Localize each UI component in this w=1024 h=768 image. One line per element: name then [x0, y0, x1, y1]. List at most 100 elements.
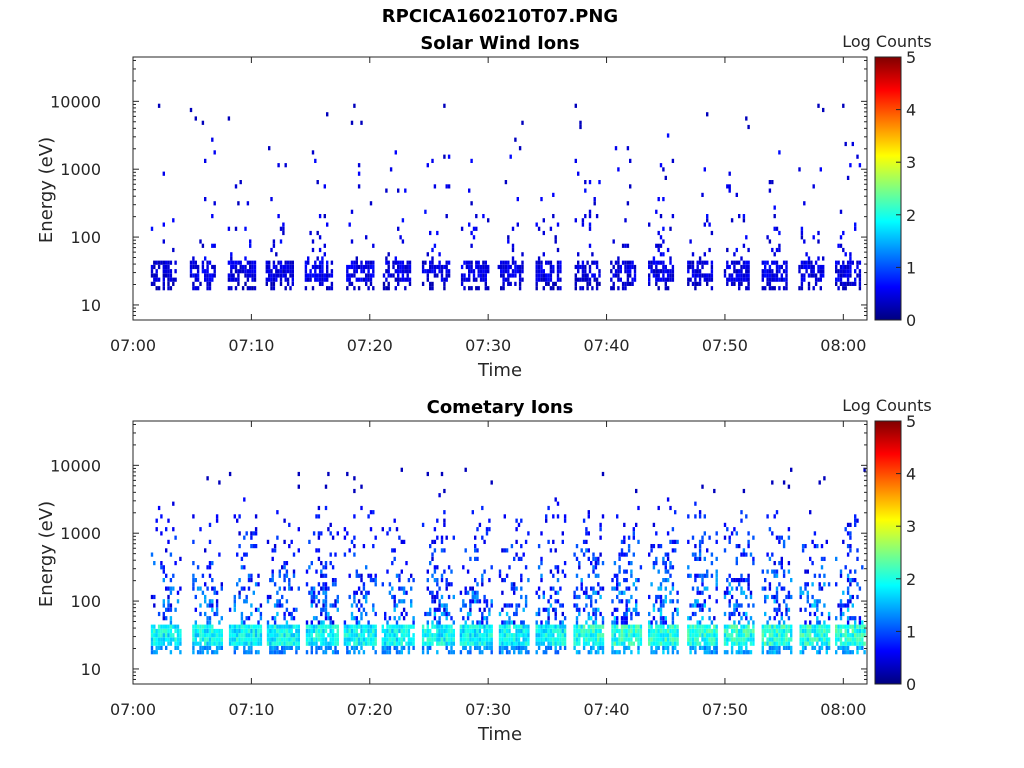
spectrogram-cell [273, 603, 277, 608]
spectrogram-cell [780, 586, 783, 591]
spectrogram-cell [285, 569, 289, 574]
spectrogram-cell [745, 578, 748, 583]
spectrogram-cell [189, 264, 193, 270]
spectrogram-cell [662, 167, 665, 172]
spectrogram-cell [326, 260, 329, 265]
spectrogram-cell [162, 633, 165, 638]
spectrogram-cell [851, 624, 854, 629]
spectrogram-cell [211, 607, 214, 612]
spectrogram-cell [250, 633, 253, 638]
spectrogram-cell [624, 243, 627, 248]
spectrogram-cell [395, 641, 399, 646]
spectrogram-cell [397, 260, 400, 265]
spectrogram-cell [250, 641, 253, 646]
spectrogram-cell [577, 171, 580, 176]
spectrogram-cell [472, 273, 476, 278]
spectrogram-cell [537, 269, 541, 274]
spectrogram-cell [431, 633, 434, 638]
spectrogram-cell [318, 260, 322, 265]
spectrogram-cell [535, 281, 538, 286]
spectrogram-cell [773, 633, 776, 638]
spectrogram-cell [662, 645, 665, 650]
spectrogram-cell [825, 628, 828, 634]
spectrogram-cell [426, 628, 429, 634]
spectrogram-cell [816, 607, 819, 612]
spectrogram-cell [669, 590, 672, 595]
spectrogram-cell [837, 273, 840, 278]
spectrogram-cell [317, 582, 321, 587]
spectrogram-cell [766, 637, 769, 642]
spectrogram-cell [556, 269, 560, 274]
spectrogram-cell [537, 624, 541, 629]
spectrogram-cell [400, 637, 403, 642]
spectrogram-cell [664, 594, 667, 600]
spectrogram-cell [169, 603, 173, 608]
spectrogram-cell [426, 620, 429, 625]
spectrogram-cell [747, 273, 750, 278]
spectrogram-cell [764, 286, 767, 291]
spectrogram-cell [469, 637, 472, 642]
spectrogram-cell [849, 522, 852, 527]
spectrogram-cell [556, 260, 560, 265]
spectrogram-cell [782, 260, 786, 265]
spectrogram-cell [265, 264, 268, 270]
spectrogram-cell [481, 611, 484, 617]
spectrogram-cell [353, 273, 356, 278]
spectrogram-cell [799, 637, 802, 642]
spectrogram-cell [153, 281, 156, 286]
spectrogram-cell [659, 616, 663, 621]
spectrogram-cell [320, 607, 323, 612]
spectrogram-cell [360, 641, 363, 646]
spectrogram-cell [484, 260, 487, 265]
spectrogram-cell [201, 269, 205, 274]
spectrogram-cell [708, 641, 711, 646]
spectrogram-cell [648, 611, 651, 617]
spectrogram-cell [395, 603, 399, 608]
spectrogram-cell [357, 573, 361, 578]
spectrogram-cell [254, 650, 258, 655]
spectrogram-cell [742, 611, 746, 617]
spectrogram-cell [819, 167, 822, 172]
spectrogram-cell [742, 260, 746, 265]
spectrogram-cell [617, 273, 620, 278]
spectrogram-cell [726, 650, 729, 655]
spectrogram-cell [766, 641, 769, 646]
spectrogram-cell [211, 277, 214, 282]
spectrogram-cell [315, 641, 318, 646]
spectrogram-cell [476, 637, 479, 642]
spectrogram-cell [612, 264, 615, 270]
spectrogram-cell [330, 269, 334, 274]
spectrogram-cell [854, 578, 857, 583]
spectrogram-cell [657, 277, 660, 282]
spectrogram-cell [599, 527, 602, 532]
spectrogram-cell [179, 628, 182, 634]
spectrogram-cell [289, 269, 292, 274]
spectrogram-cell [846, 641, 850, 646]
spectrogram-cell [266, 539, 270, 544]
spectrogram-cell [265, 281, 268, 286]
spectrogram-cell [389, 273, 393, 278]
spectrogram-cell [637, 505, 640, 511]
spectrogram-cell [445, 637, 448, 642]
spectrogram-cell [610, 269, 613, 274]
spectrogram-cell [696, 273, 699, 278]
spectrogram-cell [775, 569, 779, 574]
spectrogram-cell [861, 565, 864, 570]
spectrogram-cell [666, 650, 670, 655]
spectrogram-cell [726, 527, 729, 532]
spectrogram-cell [329, 620, 332, 625]
spectrogram-cell [849, 260, 852, 265]
spectrogram-cell [468, 222, 471, 227]
spectrogram-cell [365, 628, 368, 634]
spectrogram-cell [266, 599, 270, 604]
spectrogram-cell [782, 641, 786, 646]
spectrogram-cell [169, 578, 173, 583]
spectrogram-cell [520, 628, 523, 634]
spectrogram-cell [698, 510, 702, 515]
spectrogram-cell [806, 569, 809, 574]
spectrogram-cell [611, 650, 614, 655]
spectrogram-cell [740, 624, 743, 629]
spectrogram-cell [851, 628, 854, 634]
spectrogram-cell [823, 573, 826, 578]
spectrogram-cell [849, 578, 852, 583]
